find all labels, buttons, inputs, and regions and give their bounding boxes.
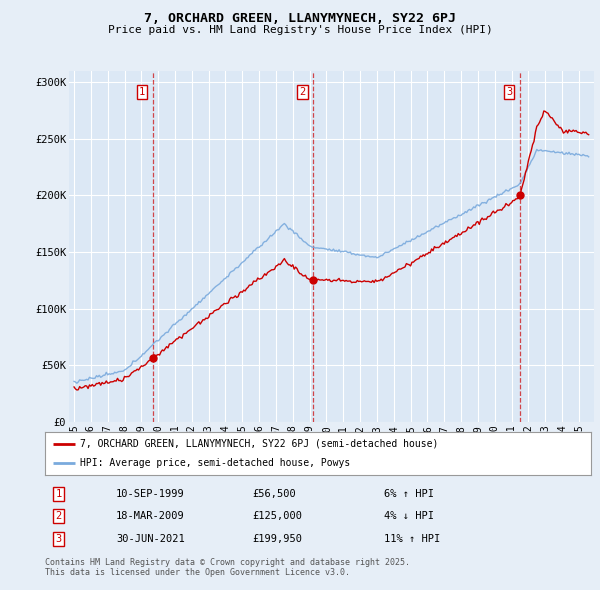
- Text: £125,000: £125,000: [253, 512, 302, 521]
- Text: 1: 1: [139, 87, 145, 97]
- Text: 7, ORCHARD GREEN, LLANYMYNECH, SY22 6PJ (semi-detached house): 7, ORCHARD GREEN, LLANYMYNECH, SY22 6PJ …: [80, 439, 439, 449]
- Text: 6% ↑ HPI: 6% ↑ HPI: [383, 489, 434, 499]
- Text: 2: 2: [56, 512, 62, 521]
- Text: 3: 3: [56, 534, 62, 544]
- Text: Contains HM Land Registry data © Crown copyright and database right 2025.
This d: Contains HM Land Registry data © Crown c…: [45, 558, 410, 577]
- Point: [148, 353, 158, 363]
- Text: 2: 2: [299, 87, 305, 97]
- Text: 18-MAR-2009: 18-MAR-2009: [116, 512, 185, 521]
- Text: HPI: Average price, semi-detached house, Powys: HPI: Average price, semi-detached house,…: [80, 458, 351, 468]
- Text: 4% ↓ HPI: 4% ↓ HPI: [383, 512, 434, 521]
- Point: [308, 276, 318, 285]
- Text: £199,950: £199,950: [253, 534, 302, 544]
- Text: 7, ORCHARD GREEN, LLANYMYNECH, SY22 6PJ: 7, ORCHARD GREEN, LLANYMYNECH, SY22 6PJ: [144, 12, 456, 25]
- Text: 30-JUN-2021: 30-JUN-2021: [116, 534, 185, 544]
- Text: Price paid vs. HM Land Registry's House Price Index (HPI): Price paid vs. HM Land Registry's House …: [107, 25, 493, 35]
- Point: [515, 191, 524, 200]
- Text: 11% ↑ HPI: 11% ↑ HPI: [383, 534, 440, 544]
- Text: 3: 3: [506, 87, 512, 97]
- Text: £56,500: £56,500: [253, 489, 296, 499]
- Text: 1: 1: [56, 489, 62, 499]
- Text: 10-SEP-1999: 10-SEP-1999: [116, 489, 185, 499]
